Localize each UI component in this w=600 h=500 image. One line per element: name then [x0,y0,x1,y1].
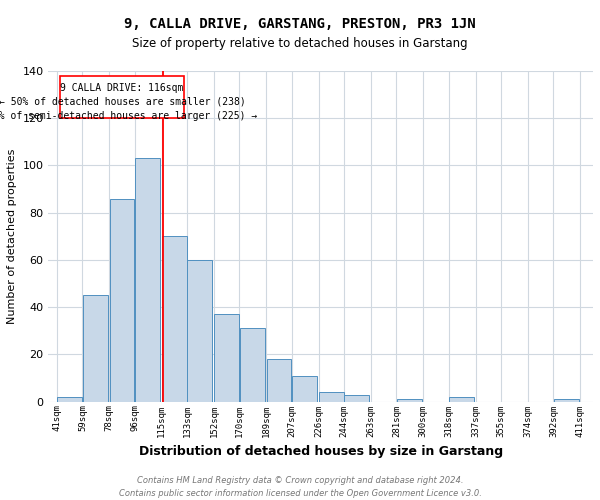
Text: Size of property relative to detached houses in Garstang: Size of property relative to detached ho… [132,38,468,51]
Bar [319,392,344,402]
Bar [135,158,160,402]
Bar [214,314,239,402]
Text: Contains HM Land Registry data © Crown copyright and database right 2024.
Contai: Contains HM Land Registry data © Crown c… [119,476,481,498]
Bar [83,296,107,402]
Bar [292,376,317,402]
Bar [554,400,578,402]
Bar [449,397,474,402]
Text: 9, CALLA DRIVE, GARSTANG, PRESTON, PR3 1JN: 9, CALLA DRIVE, GARSTANG, PRESTON, PR3 1… [124,18,476,32]
Bar [397,400,422,402]
Bar [240,328,265,402]
Y-axis label: Number of detached properties: Number of detached properties [7,148,17,324]
Text: 48% of semi-detached houses are larger (225) →: 48% of semi-detached houses are larger (… [0,111,257,121]
Bar [110,198,134,402]
Bar [344,394,369,402]
Text: ← 50% of detached houses are smaller (238): ← 50% of detached houses are smaller (23… [0,97,245,107]
Bar [187,260,212,402]
Text: 9 CALLA DRIVE: 116sqm: 9 CALLA DRIVE: 116sqm [61,83,184,93]
Bar [162,236,187,402]
X-axis label: Distribution of detached houses by size in Garstang: Distribution of detached houses by size … [139,445,503,458]
FancyBboxPatch shape [60,76,184,118]
Bar [58,397,82,402]
Bar [266,359,292,402]
